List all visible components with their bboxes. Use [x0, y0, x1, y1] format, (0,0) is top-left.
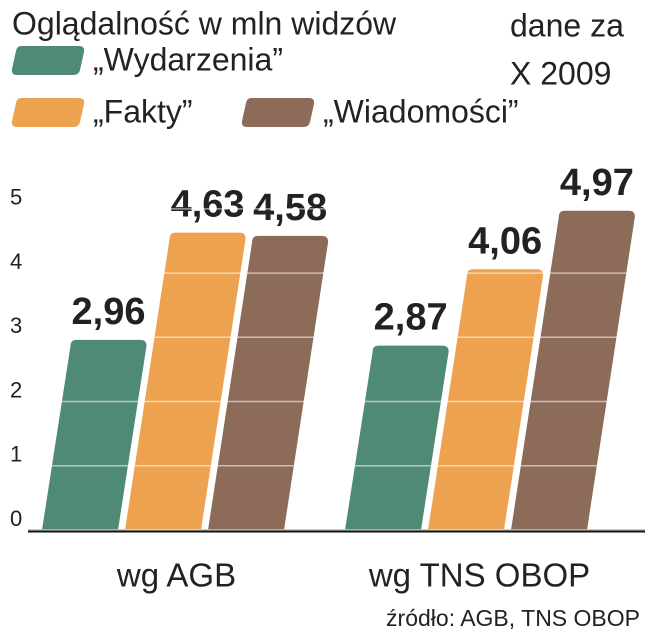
chart-subtitle: X 2009 [510, 55, 611, 91]
source-note: źródło: AGB, TNS OBOP [386, 605, 640, 631]
bar [345, 345, 449, 530]
y-tick-label: 4 [10, 249, 22, 274]
value-label: 2,87 [374, 297, 448, 339]
legend-label: „Fakty” [93, 93, 193, 129]
bar [208, 235, 329, 531]
value-label: 4,06 [468, 220, 542, 262]
y-tick-label: 5 [10, 185, 22, 210]
value-label: 2,96 [72, 291, 146, 333]
bar [42, 339, 147, 530]
y-tick-label: 0 [10, 506, 22, 531]
legend-label: „Wiadomości” [323, 93, 519, 129]
bar [428, 269, 544, 530]
legend-swatch [11, 98, 85, 127]
value-label: 4,97 [560, 162, 634, 204]
x-tick-label: wg TNS OBOP [368, 557, 590, 594]
bar [511, 210, 635, 530]
legend-label: „Wydarzenia” [93, 41, 283, 77]
legend-swatch [241, 98, 315, 127]
y-tick-label: 2 [10, 377, 22, 402]
chart-title: Oglądalność w mln widzów [12, 5, 397, 41]
y-tick-label: 3 [10, 313, 22, 338]
chart-subtitle: dane za [510, 7, 624, 43]
x-tick-label: wg AGB [116, 557, 236, 594]
value-label: 4,58 [253, 187, 327, 229]
value-label: 4,63 [171, 184, 245, 226]
bar [125, 232, 246, 530]
legend-swatch [11, 46, 85, 75]
y-tick-label: 1 [10, 442, 22, 467]
